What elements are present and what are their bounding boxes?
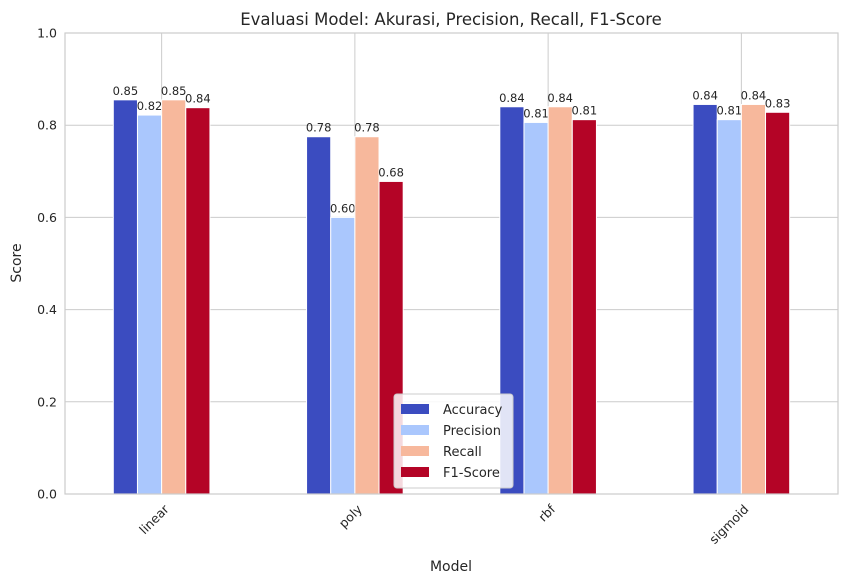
bar-value-label: 0.81 (523, 106, 549, 120)
plot-frame (64, 32, 839, 495)
bar-value-label: 0.60 (330, 201, 356, 215)
legend-entry: Recall (443, 445, 482, 460)
x-tick-label: poly (336, 501, 366, 531)
bar (692, 103, 718, 495)
bar-value-label: 0.81 (572, 104, 598, 118)
bar (716, 119, 742, 495)
bar-value-label: 0.85 (161, 84, 187, 98)
bar-value-label: 0.82 (137, 99, 163, 113)
bar (523, 121, 549, 495)
x-tick-label: linear (136, 501, 172, 537)
bar (112, 99, 138, 495)
bar (185, 107, 211, 495)
legend-entry: Accuracy (443, 403, 503, 418)
chart-title: Evaluasi Model: Akurasi, Precision, Reca… (240, 10, 662, 29)
legend-swatch (401, 404, 429, 414)
legend-entry: F1-Score (443, 466, 500, 481)
legend-swatch (401, 425, 429, 435)
bar (571, 119, 597, 495)
legend-box (393, 393, 514, 489)
y-tick-label: 0.2 (37, 394, 57, 409)
x-axis-label: Model (430, 559, 472, 575)
bar-value-label: 0.84 (741, 88, 767, 102)
bar (740, 103, 767, 495)
bar (306, 136, 332, 495)
y-tick-label: 0.6 (37, 210, 57, 225)
bar (547, 106, 573, 495)
bar (330, 216, 356, 495)
bar-value-label: 0.68 (378, 165, 404, 179)
legend: Accuracy Precision Recall F1-Score (393, 393, 514, 489)
bar-value-label: 0.78 (354, 121, 380, 135)
legend-swatch (401, 446, 429, 456)
y-tick-label: 0.0 (37, 487, 57, 502)
y-tick-label: 1.0 (37, 26, 57, 41)
bar (136, 114, 163, 495)
x-tick-label: sigmoid (706, 502, 751, 547)
bar-value-label: 0.84 (547, 91, 573, 105)
y-axis-label: Score (9, 243, 25, 282)
legend-swatch (401, 467, 429, 477)
bar-value-label: 0.83 (765, 96, 791, 110)
bar-value-label: 0.84 (185, 92, 211, 106)
y-tick-label: 0.4 (37, 302, 57, 317)
x-tick-label: rbf (535, 501, 558, 524)
bar-value-label: 0.84 (499, 91, 525, 105)
bar-value-label: 0.78 (306, 121, 332, 135)
y-tick-label: 0.8 (37, 118, 57, 133)
bar (161, 99, 187, 495)
bar (765, 111, 791, 495)
bar-value-label: 0.84 (692, 88, 718, 102)
bar (354, 136, 380, 495)
legend-entry: Precision (443, 424, 501, 439)
bar-value-label: 0.85 (113, 84, 139, 98)
bar-value-label: 0.81 (716, 104, 742, 118)
